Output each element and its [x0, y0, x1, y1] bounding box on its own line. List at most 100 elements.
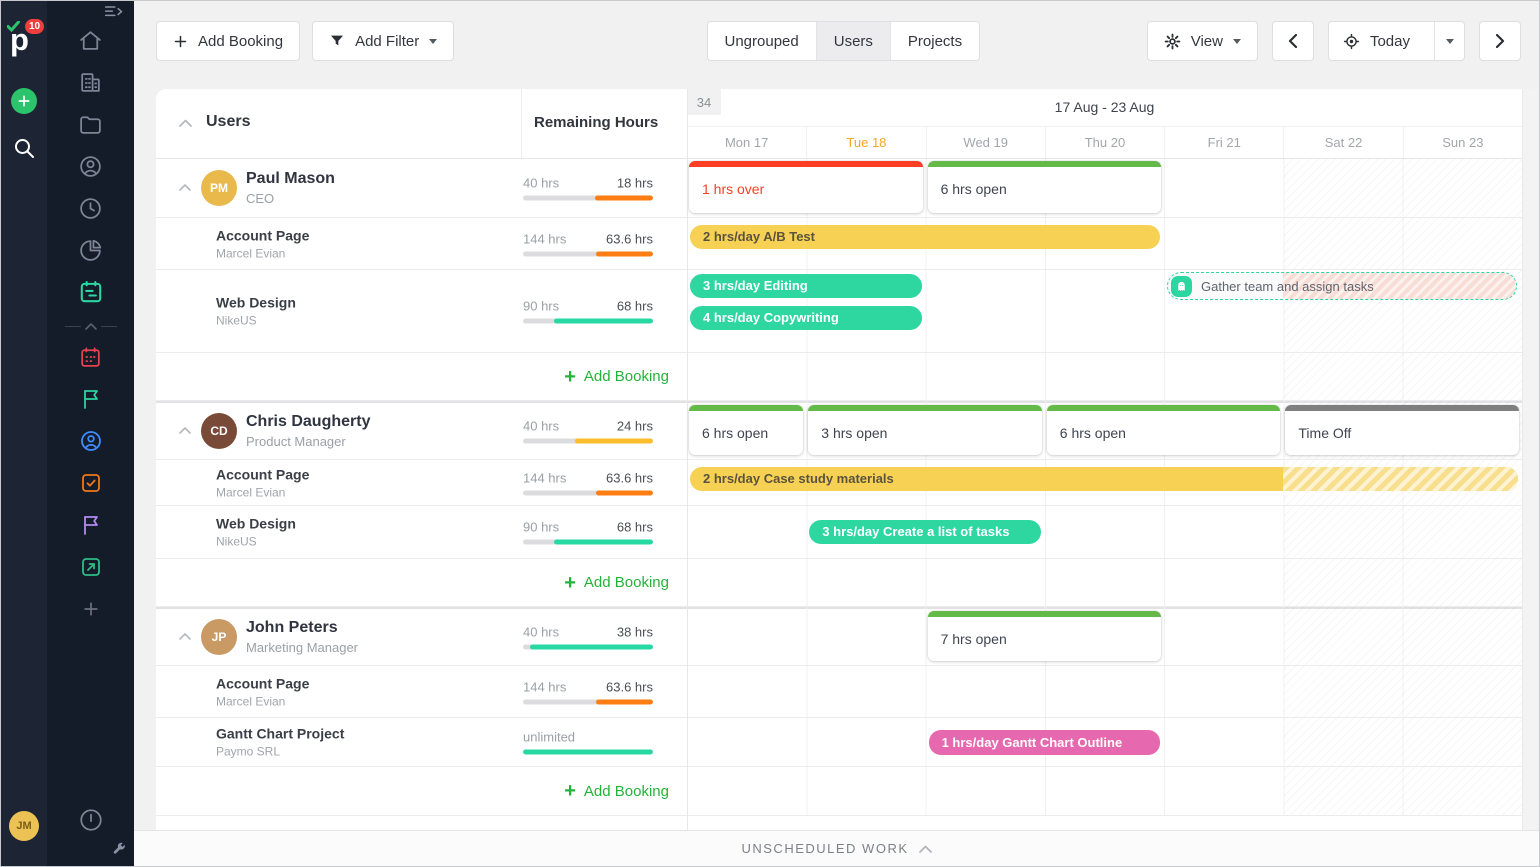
scheduler-calendar-icon[interactable]	[78, 279, 104, 305]
hours-progress-track	[523, 318, 653, 324]
capacity-hours: 144 hrs	[523, 470, 567, 485]
plus-icon	[174, 35, 187, 47]
hours-progress-fill	[523, 749, 653, 755]
collapse-sidebar-icon[interactable]	[104, 5, 124, 19]
caret-down-icon	[1232, 38, 1241, 44]
project-name: Gantt Chart Project	[216, 725, 345, 742]
remaining-hours-cell: 40 hrs 18 hrs	[523, 176, 653, 201]
view-button[interactable]: View	[1146, 21, 1258, 61]
unscheduled-work-bar[interactable]: UNSCHEDULED WORK	[134, 830, 1539, 866]
hours-progress-track	[523, 749, 653, 755]
toolbar: Add Booking Add Filter Ungrouped Users P…	[134, 1, 1539, 81]
user-role: Product Manager	[246, 434, 346, 449]
avatar[interactable]: CD	[201, 413, 237, 449]
booking-pill-gantt-outline[interactable]: 1 hrs/day Gantt Chart Outline	[928, 730, 1161, 755]
today-label: Today	[1369, 32, 1410, 50]
add-filter-button[interactable]: Add Filter	[312, 21, 455, 61]
today-split-button: Today	[1327, 21, 1465, 61]
heat-card-open[interactable]: 3 hrs open	[808, 405, 1042, 455]
tasks-orange-icon[interactable]	[78, 470, 104, 496]
time-clock-icon[interactable]	[78, 195, 104, 221]
heat-card-over[interactable]: 1 hrs over	[689, 161, 923, 213]
add-booking-link[interactable]: + Add Booking	[564, 365, 669, 388]
day-header-wed[interactable]: Wed 19	[925, 127, 1045, 158]
today-button[interactable]: Today	[1329, 22, 1424, 60]
add-booking-button[interactable]: Add Booking	[156, 21, 301, 61]
settings-wrench-icon[interactable]	[111, 841, 126, 856]
add-booking-link[interactable]: + Add Booking	[564, 780, 669, 802]
hours-progress-track	[523, 539, 653, 545]
booking-pill-ab-test[interactable]: 2 hrs/day A/B Test	[690, 225, 1160, 249]
heat-card-open[interactable]: 6 hrs open	[1046, 405, 1281, 455]
project-name: Web Design	[216, 515, 296, 532]
collapse-user-icon[interactable]	[179, 427, 191, 434]
hours-progress-track	[523, 438, 653, 444]
day-header-tue-today[interactable]: Tue 18	[806, 127, 925, 158]
hours-column-divider	[521, 89, 522, 158]
capacity-hours: 40 hrs	[523, 175, 560, 191]
remaining-hours: 63.6 hrs	[606, 231, 653, 246]
flag-teal-icon[interactable]	[78, 386, 104, 412]
gear-icon	[1164, 33, 1181, 49]
heat-card-open[interactable]: 6 hrs open	[927, 161, 1162, 213]
prev-week-button[interactable]	[1271, 21, 1314, 61]
quick-add-button[interactable]	[11, 88, 37, 114]
project-name: Account Page	[216, 466, 310, 482]
project-row-web-design: Web Design NikeUS 90 hrs 68 hrs 3 hrs/day …	[156, 506, 1539, 559]
collapse-user-icon[interactable]	[179, 633, 191, 640]
add-booking-link[interactable]: + Add Booking	[564, 571, 669, 594]
day-header-mon[interactable]: Mon 17	[724, 135, 769, 150]
remaining-hours: 63.6 hrs	[606, 470, 653, 485]
module-dock	[47, 1, 134, 866]
tab-projects[interactable]: Projects	[890, 22, 980, 60]
activity-clock-icon[interactable]	[78, 807, 104, 833]
reports-pie-icon[interactable]	[78, 237, 104, 263]
booking-pill-create-list[interactable]: 3 hrs/day Create a list of tasks	[809, 520, 1041, 544]
dock-divider-chevron[interactable]	[65, 323, 117, 330]
hours-progress-fill	[529, 644, 653, 650]
hours-progress-fill	[554, 318, 653, 324]
heat-card-open[interactable]: 7 hrs open	[927, 611, 1162, 661]
shortcut-green-icon[interactable]	[78, 554, 104, 580]
day-header-sat[interactable]: Sat 22	[1283, 127, 1402, 158]
booking-pill-case-study[interactable]: 2 hrs/day Case study materials	[690, 467, 1518, 491]
avatar[interactable]: PM	[201, 170, 237, 206]
heat-card-time-off[interactable]: Time Off	[1285, 405, 1519, 455]
tab-ungrouped[interactable]: Ungrouped	[707, 22, 817, 60]
booking-pill-editing[interactable]: 3 hrs/day Editing	[690, 274, 922, 298]
project-client: NikeUS	[216, 313, 257, 328]
current-user-avatar[interactable]: JM	[9, 811, 39, 841]
heat-card-open[interactable]: 6 hrs open	[689, 405, 804, 455]
tab-users[interactable]: Users	[816, 22, 891, 60]
day-header-sun[interactable]: Sun 23	[1402, 127, 1522, 158]
project-client: NikeUS	[216, 534, 257, 549]
home-icon[interactable]	[78, 27, 104, 53]
avatar[interactable]: JP	[201, 619, 237, 655]
files-folder-icon[interactable]	[78, 111, 104, 137]
clients-icon[interactable]	[78, 153, 104, 179]
flag-purple-icon[interactable]	[78, 512, 104, 538]
ghost-icon	[1171, 275, 1192, 297]
project-client: Marcel Evian	[216, 246, 286, 260]
booking-pill-copywriting[interactable]: 4 hrs/day Copywriting	[690, 306, 922, 330]
capacity-hours: 90 hrs	[523, 298, 560, 314]
search-button[interactable]	[12, 136, 36, 160]
add-module-icon[interactable]	[78, 596, 104, 622]
day-header-thu[interactable]: Thu 20	[1044, 127, 1164, 158]
logo-check-icon	[7, 21, 20, 32]
collapse-all-icon[interactable]	[179, 119, 192, 127]
users-blue-icon[interactable]	[78, 428, 104, 454]
caret-down-icon	[1445, 38, 1454, 44]
notification-badge[interactable]: 10	[23, 17, 47, 36]
ghost-booking-pill[interactable]: Gather team and assign tasks	[1167, 272, 1517, 300]
project-name: Account Page	[216, 675, 310, 691]
today-caret-button[interactable]	[1434, 22, 1464, 60]
day-header-fri[interactable]: Fri 21	[1164, 127, 1283, 158]
project-client: Marcel Evian	[216, 485, 286, 499]
pane-divider	[687, 89, 688, 830]
milestones-calendar-icon[interactable]	[78, 344, 104, 370]
collapse-user-icon[interactable]	[179, 184, 191, 191]
projects-building-icon[interactable]	[78, 69, 104, 95]
next-week-button[interactable]	[1479, 21, 1521, 61]
